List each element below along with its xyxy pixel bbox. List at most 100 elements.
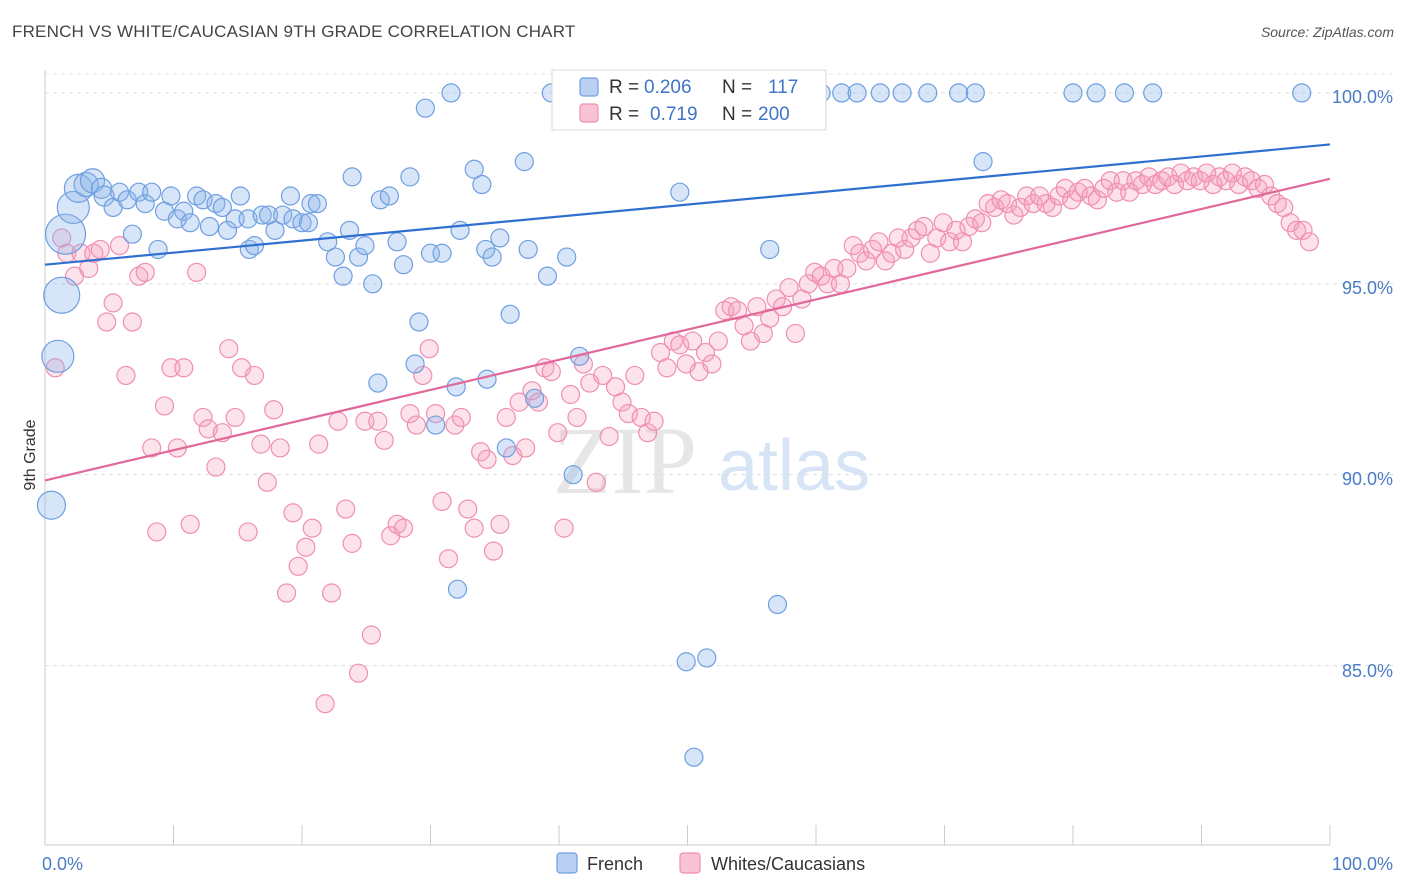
whites-point: [336, 499, 356, 519]
y-axis-title: 9th Grade: [22, 419, 39, 490]
whites-point: [850, 243, 870, 263]
french-point: [450, 220, 470, 240]
whites-point: [147, 522, 167, 542]
french-point: [432, 243, 452, 263]
whites-point: [875, 251, 895, 271]
whites-point: [1094, 178, 1114, 198]
whites-point: [264, 400, 284, 420]
french-point: [446, 377, 466, 397]
whites-point: [109, 236, 130, 256]
whites-point: [135, 262, 155, 282]
whites-point: [225, 407, 245, 428]
french-point: [1063, 83, 1083, 103]
whites-point: [283, 503, 303, 523]
whites-point: [458, 499, 478, 519]
whites-point: [1299, 232, 1320, 252]
whites-point: [1242, 171, 1262, 191]
whites-point: [567, 407, 587, 428]
whites-point: [541, 362, 561, 382]
whites-point: [1190, 171, 1210, 191]
whites-point: [972, 213, 992, 233]
whites-point: [361, 625, 381, 645]
whites-point: [251, 434, 271, 454]
whites-point: [856, 251, 876, 271]
french-point: [684, 747, 704, 767]
whites-point: [837, 258, 857, 279]
whites-point: [785, 323, 806, 344]
whites-point: [862, 239, 883, 260]
y-tick-label: 95.0%: [1342, 278, 1393, 298]
whites-trend-line: [44, 177, 1331, 482]
whites-point: [695, 342, 716, 363]
r-label: R =: [609, 104, 639, 125]
whites-point: [206, 457, 226, 477]
whites-point: [985, 197, 1005, 218]
french-point: [363, 274, 383, 294]
x-tick-label: 0.0%: [42, 854, 83, 874]
french-point: [36, 490, 67, 520]
whites-point: [657, 358, 677, 378]
whites-point: [257, 472, 277, 492]
french-point: [217, 220, 238, 240]
french-point: [292, 213, 312, 233]
whites-point: [1010, 197, 1030, 218]
whites-point: [1216, 171, 1236, 191]
whites-point: [483, 541, 504, 561]
whites-point: [1087, 190, 1108, 210]
french-point: [252, 205, 272, 225]
french-point: [426, 415, 446, 435]
whites-point: [997, 194, 1018, 214]
whites-point: [1042, 197, 1063, 218]
whites-point: [959, 216, 979, 237]
french-point: [180, 213, 200, 233]
whites-point: [901, 228, 921, 248]
whites-point: [288, 556, 308, 576]
french-point: [44, 213, 87, 255]
whites-point: [548, 423, 568, 443]
whites-point: [174, 358, 194, 378]
whites-point: [1062, 190, 1082, 210]
whites-points: [45, 163, 1320, 714]
french-point: [301, 194, 321, 214]
whites-point: [198, 419, 218, 439]
whites-point: [97, 312, 117, 332]
whites-point: [321, 583, 342, 603]
french-point: [482, 247, 502, 267]
french-point: [537, 266, 558, 286]
whites-point: [496, 407, 516, 428]
french-point: [697, 648, 717, 668]
french-point: [524, 388, 545, 408]
french-point: [393, 255, 414, 275]
n-value: 200: [758, 104, 790, 125]
axes: [44, 70, 1331, 846]
french-point: [415, 98, 435, 118]
whites-point: [154, 396, 175, 416]
french-point: [298, 213, 319, 233]
y-tick-label: 100.0%: [1332, 87, 1393, 107]
french-point: [676, 652, 696, 672]
whites-point: [419, 339, 439, 359]
french-point: [563, 465, 583, 485]
french-point: [230, 186, 250, 206]
french-point: [348, 247, 369, 267]
whites-point: [670, 335, 690, 355]
whites-point: [708, 331, 728, 351]
whites-point: [193, 407, 213, 428]
watermark-atlas: atlas: [718, 426, 870, 506]
whites-point: [914, 216, 934, 237]
whites-point: [393, 518, 414, 538]
whites-point: [1049, 186, 1069, 206]
whites-point: [1229, 174, 1249, 195]
french-point: [670, 182, 690, 202]
french-point: [212, 197, 232, 218]
whites-point: [276, 583, 297, 603]
whites-point: [586, 472, 606, 492]
whites-point: [702, 354, 722, 374]
whites-point: [368, 411, 388, 431]
french-point: [193, 190, 213, 210]
whites-point: [644, 411, 664, 431]
whites-point: [612, 392, 632, 412]
whites-point: [638, 423, 658, 443]
french-point: [122, 224, 142, 244]
whites-point: [406, 415, 426, 435]
